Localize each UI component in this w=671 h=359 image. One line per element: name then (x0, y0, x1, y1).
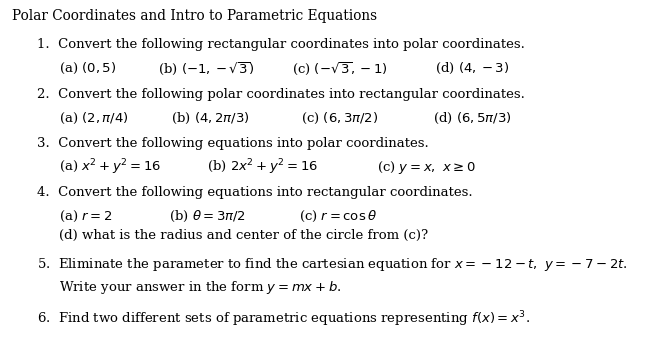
Text: (a) $x^2 + y^2 = 16$: (a) $x^2 + y^2 = 16$ (59, 158, 161, 177)
Text: (d) $(6, 5\pi/3)$: (d) $(6, 5\pi/3)$ (433, 111, 511, 126)
Text: (d) what is the radius and center of the circle from (c)?: (d) what is the radius and center of the… (59, 229, 428, 242)
Text: (b) $2x^2 + y^2 = 16$: (b) $2x^2 + y^2 = 16$ (207, 158, 318, 177)
Text: (b) $(-1, -\sqrt{3})$: (b) $(-1, -\sqrt{3})$ (158, 60, 255, 78)
Text: (c) $(6, 3\pi/2)$: (c) $(6, 3\pi/2)$ (301, 111, 378, 126)
Text: Write your answer in the form $y = mx + b$.: Write your answer in the form $y = mx + … (59, 279, 342, 296)
Text: 3.  Convert the following equations into polar coordinates.: 3. Convert the following equations into … (37, 137, 429, 150)
Text: 4.  Convert the following equations into rectangular coordinates.: 4. Convert the following equations into … (37, 186, 472, 199)
Text: 5.  Eliminate the parameter to find the cartesian equation for $x = -12 - t,\ y : 5. Eliminate the parameter to find the c… (37, 256, 627, 273)
Text: (d) $(4, -3)$: (d) $(4, -3)$ (435, 61, 509, 76)
Text: 1.  Convert the following rectangular coordinates into polar coordinates.: 1. Convert the following rectangular coo… (37, 38, 525, 51)
Text: (c) $(-\sqrt{3}, -1)$: (c) $(-\sqrt{3}, -1)$ (292, 60, 388, 78)
Text: (b) $\theta = 3\pi/2$: (b) $\theta = 3\pi/2$ (169, 209, 246, 224)
Text: Polar Coordinates and Intro to Parametric Equations: Polar Coordinates and Intro to Parametri… (12, 9, 377, 23)
Text: (c) $y = x,\ x \geq 0$: (c) $y = x,\ x \geq 0$ (377, 159, 476, 176)
Text: 6.  Find two different sets of parametric equations representing $f(x) = x^3$.: 6. Find two different sets of parametric… (37, 310, 530, 329)
Text: (a) $r = 2$: (a) $r = 2$ (59, 209, 112, 224)
Text: (a) $(0, 5)$: (a) $(0, 5)$ (59, 61, 116, 76)
Text: 2.  Convert the following polar coordinates into rectangular coordinates.: 2. Convert the following polar coordinat… (37, 88, 525, 101)
Text: (c) $r = \cos\theta$: (c) $r = \cos\theta$ (299, 209, 376, 224)
Text: (b) $(4, 2\pi/3)$: (b) $(4, 2\pi/3)$ (171, 111, 250, 126)
Text: (a) $(2, \pi/4)$: (a) $(2, \pi/4)$ (59, 111, 129, 126)
